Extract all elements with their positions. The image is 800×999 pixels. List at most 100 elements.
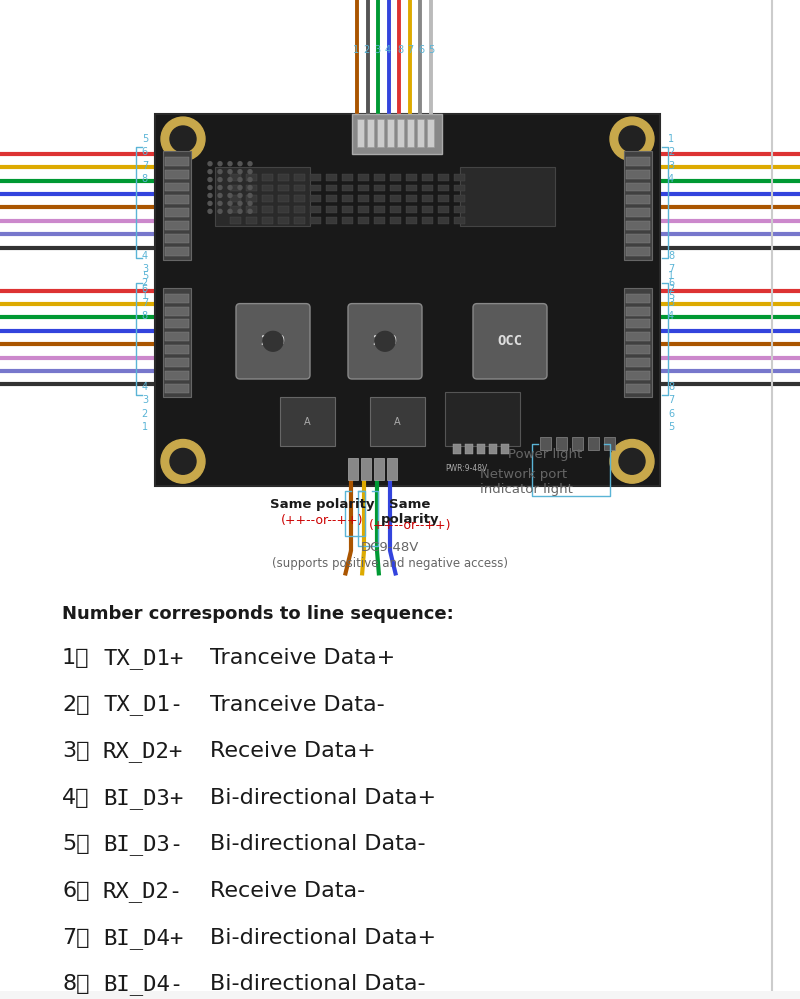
Bar: [626, 333, 650, 342]
Bar: [246, 174, 257, 181]
Bar: [294, 217, 305, 224]
Bar: [278, 207, 289, 214]
Text: 8: 8: [142, 311, 148, 321]
Circle shape: [238, 178, 242, 182]
Bar: [438, 196, 449, 203]
FancyBboxPatch shape: [348, 304, 422, 379]
Text: Bi-directional Data-: Bi-directional Data-: [210, 974, 426, 994]
Text: 1: 1: [668, 134, 674, 144]
Circle shape: [228, 210, 232, 214]
Bar: [262, 174, 273, 181]
Bar: [422, 185, 433, 192]
Circle shape: [208, 162, 212, 166]
Text: Tranceive Data-: Tranceive Data-: [210, 694, 385, 714]
Circle shape: [248, 178, 252, 182]
Circle shape: [238, 210, 242, 214]
Text: 7: 7: [142, 298, 148, 308]
Text: Number corresponds to line sequence:: Number corresponds to line sequence:: [62, 605, 454, 623]
Bar: [406, 217, 417, 224]
Text: 2、: 2、: [62, 694, 90, 714]
Text: 5、: 5、: [62, 834, 90, 854]
Text: 4: 4: [668, 174, 674, 184]
Bar: [390, 185, 401, 192]
Text: 2: 2: [668, 284, 674, 295]
Text: 8: 8: [668, 251, 674, 261]
Bar: [422, 196, 433, 203]
FancyBboxPatch shape: [473, 304, 547, 379]
Circle shape: [228, 186, 232, 190]
Bar: [165, 359, 189, 367]
Bar: [310, 174, 321, 181]
Circle shape: [238, 170, 242, 174]
Text: 7: 7: [407, 45, 414, 55]
Bar: [165, 183, 189, 192]
Bar: [215, 167, 310, 226]
Text: 4: 4: [385, 45, 390, 55]
Bar: [626, 234, 650, 243]
Bar: [165, 234, 189, 243]
Text: 8: 8: [668, 382, 674, 392]
Circle shape: [218, 162, 222, 166]
Bar: [358, 196, 369, 203]
Text: 6: 6: [142, 147, 148, 157]
Bar: [165, 170, 189, 179]
Bar: [626, 221, 650, 230]
Text: 2: 2: [668, 147, 674, 157]
Text: 8、: 8、: [62, 974, 90, 994]
Bar: [262, 217, 273, 224]
Bar: [397, 119, 404, 147]
Bar: [342, 174, 353, 181]
Text: RX_D2+: RX_D2+: [103, 741, 183, 762]
Text: 4: 4: [142, 251, 148, 261]
Text: 4: 4: [142, 382, 148, 392]
Bar: [454, 185, 465, 192]
Circle shape: [161, 117, 205, 161]
Bar: [262, 207, 273, 214]
Bar: [358, 217, 369, 224]
Bar: [390, 196, 401, 203]
Bar: [453, 445, 461, 455]
Circle shape: [238, 202, 242, 206]
Bar: [165, 221, 189, 230]
Bar: [155, 114, 660, 487]
Bar: [352, 114, 442, 154]
Bar: [588, 437, 599, 451]
Bar: [477, 445, 485, 455]
Bar: [165, 384, 189, 393]
Circle shape: [218, 210, 222, 214]
Bar: [417, 119, 424, 147]
Circle shape: [170, 449, 196, 475]
Text: 7: 7: [668, 396, 674, 406]
Bar: [165, 157, 189, 166]
Bar: [326, 217, 337, 224]
Text: 2: 2: [363, 45, 370, 55]
Text: 1、: 1、: [62, 648, 90, 668]
Bar: [390, 174, 401, 181]
Text: Receive Data+: Receive Data+: [210, 741, 376, 761]
Circle shape: [248, 210, 252, 214]
Circle shape: [610, 117, 654, 161]
Bar: [626, 247, 650, 256]
Bar: [406, 196, 417, 203]
Bar: [438, 207, 449, 214]
Circle shape: [208, 178, 212, 182]
Bar: [406, 207, 417, 214]
Bar: [163, 288, 191, 397]
Bar: [357, 119, 364, 147]
Bar: [358, 185, 369, 192]
Bar: [626, 294, 650, 303]
Bar: [230, 217, 241, 224]
Circle shape: [619, 126, 645, 152]
Text: Receive Data-: Receive Data-: [210, 881, 366, 901]
Text: (++--or--++): (++--or--++): [281, 513, 363, 526]
Text: 6: 6: [668, 409, 674, 419]
Text: (++--or--++): (++--or--++): [369, 518, 451, 531]
Text: 7: 7: [142, 161, 148, 171]
Bar: [438, 185, 449, 192]
Bar: [374, 196, 385, 203]
Text: 6: 6: [668, 278, 674, 288]
Bar: [390, 207, 401, 214]
Circle shape: [248, 202, 252, 206]
Text: 1: 1: [668, 271, 674, 281]
Text: 1: 1: [142, 291, 148, 301]
